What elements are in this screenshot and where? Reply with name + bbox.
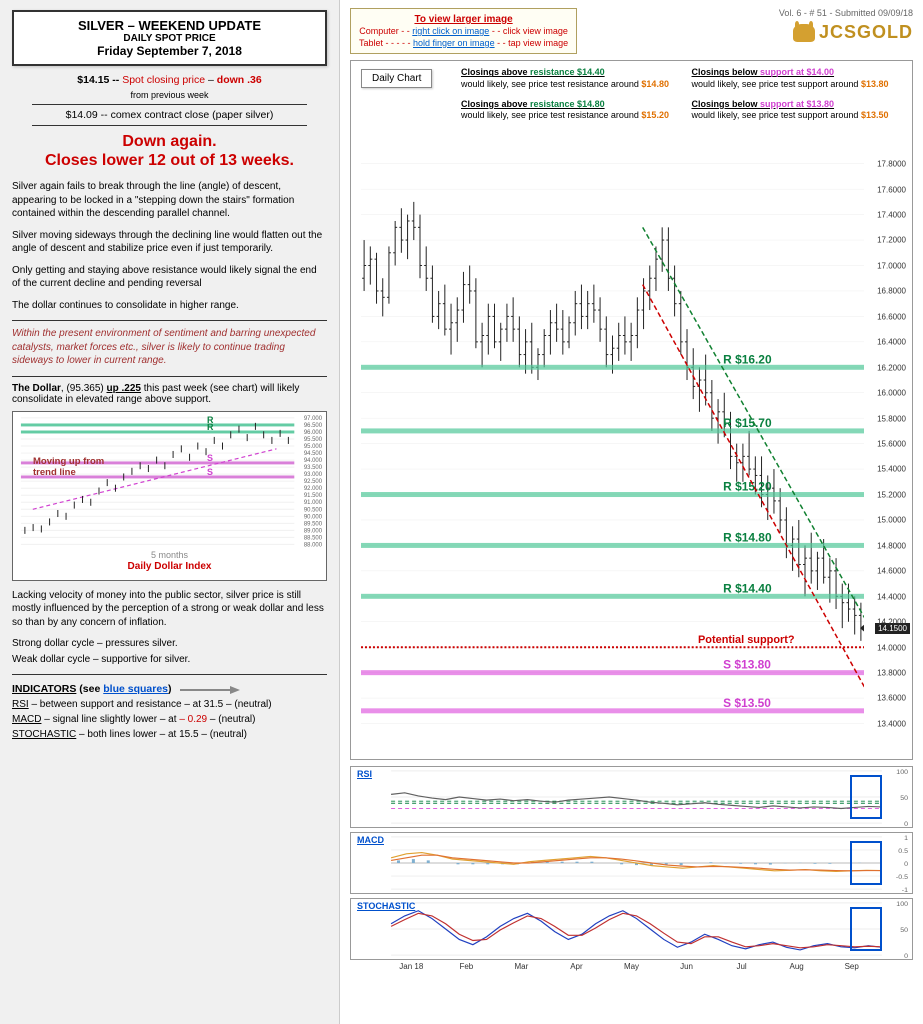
logo: JCSGOLD bbox=[779, 22, 913, 43]
svg-text:100: 100 bbox=[896, 769, 908, 776]
svg-text:89.500: 89.500 bbox=[304, 521, 323, 527]
para-2: Silver moving sideways through the decli… bbox=[12, 229, 327, 256]
svg-text:Potential support?: Potential support? bbox=[698, 635, 795, 647]
macd-svg: -1 -0.5 0 0.5 1 bbox=[351, 833, 912, 893]
svg-text:96.500: 96.500 bbox=[304, 423, 323, 429]
svg-text:0: 0 bbox=[904, 953, 908, 959]
divider bbox=[12, 674, 327, 675]
blue-square bbox=[850, 907, 882, 951]
meta-line: Vol. 6 - # 51 - Submitted 09/09/18 bbox=[779, 8, 913, 18]
svg-text:96.000: 96.000 bbox=[304, 430, 323, 436]
indicators-header: INDICATORS (see blue squares) bbox=[12, 683, 327, 695]
svg-text:93.000: 93.000 bbox=[304, 472, 323, 478]
svg-text:93.500: 93.500 bbox=[304, 465, 323, 471]
para-8: Strong dollar cycle – pressures silver. bbox=[12, 637, 327, 651]
title-l3: Friday September 7, 2018 bbox=[20, 44, 319, 58]
rsi-panel: RSI 050100 bbox=[350, 766, 913, 828]
rsi-svg: 0 50 100 bbox=[351, 767, 912, 827]
para-1: Silver again fails to break through the … bbox=[12, 180, 327, 221]
svg-text:-0.5: -0.5 bbox=[896, 874, 908, 881]
closings-row: Closings above resistance $14.40would li… bbox=[461, 67, 902, 130]
meta-column: Vol. 6 - # 51 - Submitted 09/09/18 JCSGO… bbox=[779, 8, 913, 43]
dollar-trend-text: Moving up from trend line bbox=[33, 456, 104, 478]
daily-chart-label: Daily Chart bbox=[361, 69, 432, 88]
svg-text:90.500: 90.500 bbox=[304, 507, 323, 513]
svg-text:0: 0 bbox=[904, 861, 908, 868]
title-box: SILVER – WEEKEND UPDATE DAILY SPOT PRICE… bbox=[12, 10, 327, 66]
svg-text:90.000: 90.000 bbox=[304, 514, 323, 520]
dollar-chart: 97.00096.50096.00095.50095.00094.50094.0… bbox=[12, 411, 327, 581]
svg-text:91.000: 91.000 bbox=[304, 500, 323, 506]
y-axis: 17.800017.600017.400017.200017.000016.80… bbox=[866, 151, 908, 749]
para-5: Within the present environment of sentim… bbox=[12, 327, 327, 368]
chart-area: R $16.20 R $15.70 R $15.20 R $14.80 R $14.40… bbox=[361, 151, 864, 749]
comex-line: $14.09 -- comex contract close (paper si… bbox=[12, 109, 327, 121]
title-l1: SILVER – WEEKEND UPDATE bbox=[20, 18, 319, 33]
spot-price-line: $14.15 -- Spot closing price – down .36 bbox=[12, 74, 327, 86]
svg-text:1: 1 bbox=[904, 835, 908, 842]
x-axis: Jan 18FebMarAprMayJunJulAugSep bbox=[350, 962, 913, 976]
dollar-para: The Dollar, (95.365) up .225 this past w… bbox=[12, 383, 327, 405]
title-l2: DAILY SPOT PRICE bbox=[20, 33, 319, 44]
divider bbox=[32, 104, 307, 105]
svg-text:S $13.80: S $13.80 bbox=[723, 658, 771, 672]
svg-text:S: S bbox=[207, 453, 213, 463]
stoch-panel: STOCHASTIC 050100 bbox=[350, 898, 913, 960]
svg-text:50: 50 bbox=[900, 795, 908, 802]
svg-text:88.000: 88.000 bbox=[304, 542, 323, 548]
divider bbox=[12, 320, 327, 321]
view-larger-box: To view larger image Computer - - right … bbox=[350, 8, 577, 54]
main-chart-svg: R $16.20 R $15.70 R $15.20 R $14.80 R $14.40… bbox=[361, 151, 864, 749]
macd-line: MACD – signal line slightly lower – at –… bbox=[12, 714, 327, 725]
svg-text:S $13.50: S $13.50 bbox=[723, 696, 771, 710]
svg-text:0: 0 bbox=[904, 821, 908, 827]
svg-text:91.500: 91.500 bbox=[304, 493, 323, 499]
bull-icon bbox=[793, 24, 815, 42]
svg-text:88.500: 88.500 bbox=[304, 535, 323, 541]
stoch-svg: 0 50 100 bbox=[351, 899, 912, 959]
svg-text:0.5: 0.5 bbox=[898, 848, 908, 855]
svg-text:94.500: 94.500 bbox=[304, 451, 323, 457]
svg-text:89.000: 89.000 bbox=[304, 528, 323, 534]
right-column: To view larger image Computer - - right … bbox=[340, 0, 923, 1024]
dollar-title: Daily Dollar Index bbox=[128, 561, 212, 572]
svg-text:97.000: 97.000 bbox=[304, 416, 323, 422]
svg-text:R $14.80: R $14.80 bbox=[723, 531, 772, 545]
svg-text:R $15.20: R $15.20 bbox=[723, 480, 772, 494]
para-9: Weak dollar cycle – supportive for silve… bbox=[12, 653, 327, 667]
blue-square bbox=[850, 841, 882, 885]
spot-price-sub: from previous week bbox=[12, 90, 327, 100]
svg-text:-1: -1 bbox=[902, 887, 908, 893]
svg-text:92.500: 92.500 bbox=[304, 479, 323, 485]
svg-text:50: 50 bbox=[900, 927, 908, 934]
stoch-line: STOCHASTIC – both lines lower – at 15.5 … bbox=[12, 729, 327, 740]
dollar-months: 5 months bbox=[151, 550, 188, 560]
headline: Down again. Closes lower 12 out of 13 we… bbox=[12, 132, 327, 170]
para-4: The dollar continues to consolidate in h… bbox=[12, 299, 327, 313]
rsi-line: RSI – between support and resistance – a… bbox=[12, 699, 327, 710]
svg-text:94.000: 94.000 bbox=[304, 458, 323, 464]
svg-text:95.500: 95.500 bbox=[304, 437, 323, 443]
para-7: Lacking velocity of money into the publi… bbox=[12, 589, 327, 630]
left-column: SILVER – WEEKEND UPDATE DAILY SPOT PRICE… bbox=[0, 0, 340, 1024]
svg-text:100: 100 bbox=[896, 901, 908, 908]
para-3: Only getting and staying above resistanc… bbox=[12, 264, 327, 291]
macd-panel: MACD -1-0.500.51 bbox=[350, 832, 913, 894]
divider bbox=[32, 125, 307, 126]
svg-text:R $16.20: R $16.20 bbox=[723, 353, 772, 367]
svg-text:S: S bbox=[207, 467, 213, 477]
blue-square bbox=[850, 775, 882, 819]
main-chart: Daily Chart Closings above resistance $1… bbox=[350, 60, 913, 760]
svg-text:92.000: 92.000 bbox=[304, 486, 323, 492]
svg-text:R $15.70: R $15.70 bbox=[723, 416, 772, 430]
divider bbox=[12, 376, 327, 377]
top-bar: To view larger image Computer - - right … bbox=[350, 8, 913, 54]
svg-text:R $14.40: R $14.40 bbox=[723, 582, 772, 596]
svg-text:R: R bbox=[207, 422, 214, 432]
arrow-right-icon bbox=[180, 685, 240, 695]
svg-text:95.000: 95.000 bbox=[304, 444, 323, 450]
